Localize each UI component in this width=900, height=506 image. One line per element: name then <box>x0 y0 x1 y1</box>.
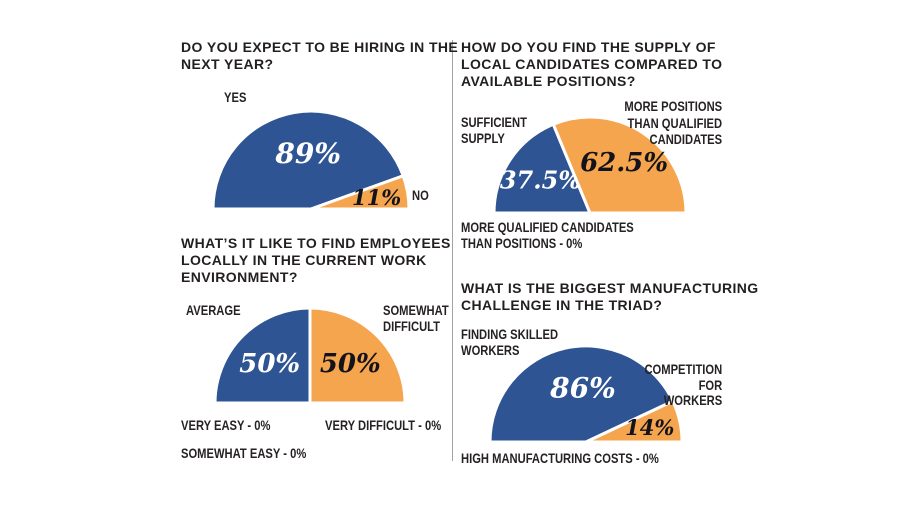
slice-label-competition-for-workers: COMPETITION FOR WORKERS <box>644 361 722 408</box>
slice-label-finding-skilled-workers: FINDING SKILLED WORKERS <box>461 326 559 358</box>
slice-value-label: 14% <box>625 415 674 440</box>
zero-annotation-high-manufacturing-costs: HIGH MANUFACTURING COSTS - 0% <box>461 450 659 466</box>
pie-slice-finding-employees-locally-1 <box>308 306 407 405</box>
chart-title: WHAT’S IT LIKE TO FIND EMPLOYEES LOCALLY … <box>181 235 451 285</box>
column-divider <box>452 40 453 461</box>
slice-value-label: 89% <box>274 137 341 170</box>
semicircle-pie-hiring-next-year: 89% 11% <box>211 109 411 211</box>
semicircle-pie-finding-employees-locally: 50% 50% <box>213 306 407 405</box>
slice-label-somewhat-difficult: SOMEWHAT DIFFICULT <box>383 302 449 334</box>
zero-annotation-very-easy: VERY EASY - 0% <box>181 417 271 433</box>
pie-slice-biggest-manufacturing-challenge-1 <box>585 399 684 444</box>
semicircle-pie-supply-of-local-candidates: 37.5%62.5% <box>492 115 688 215</box>
slice-value-label: 50% <box>239 349 300 379</box>
zero-annotation-very-difficult: VERY DIFFICULT - 0% <box>325 417 442 433</box>
zero-annotation-somewhat-easy: SOMEWHAT EASY - 0% <box>181 445 307 461</box>
slice-value-label: 11% <box>352 185 401 210</box>
slice-value-label: 37.5% <box>500 165 581 194</box>
slice-value-label: 50% <box>320 349 381 379</box>
slice-value-label: 86% <box>549 372 616 405</box>
slice-label-no: NO <box>412 187 429 203</box>
pie-slice-hiring-next-year-0 <box>211 109 406 211</box>
chart-title: HOW DO YOU FIND THE SUPPLY OF LOCAL CANDI… <box>461 39 723 89</box>
slice-value-label: 62.5% <box>580 148 668 178</box>
pie-slice-supply-of-local-candidates-1 <box>551 115 688 215</box>
pie-slice-hiring-next-year-1 <box>310 173 411 211</box>
pie-slice-finding-employees-locally-0 <box>213 306 312 405</box>
pie-slice-biggest-manufacturing-challenge-0 <box>488 344 675 444</box>
chart-title: WHAT IS THE BIGGEST MANUFACTURING CHALLEN… <box>461 280 759 313</box>
zero-annotation-more-qualified-candidates: MORE QUALIFIED CANDIDATES THAN POSITIONS … <box>461 219 634 251</box>
chart-title: DO YOU EXPECT TO BE HIRING IN THE NEXT YE… <box>181 39 459 72</box>
slice-label-average: AVERAGE <box>186 302 241 318</box>
pie-slice-supply-of-local-candidates-0 <box>492 122 593 215</box>
slice-label-sufficient-supply: SUFFICIENT SUPPLY <box>461 114 527 146</box>
slice-label-yes: YES <box>224 89 247 105</box>
slice-label-more-positions: MORE POSITIONS THAN QUALIFIED CANDIDATES <box>624 98 722 147</box>
semicircle-pie-biggest-manufacturing-challenge: 86% 14% <box>488 344 684 444</box>
